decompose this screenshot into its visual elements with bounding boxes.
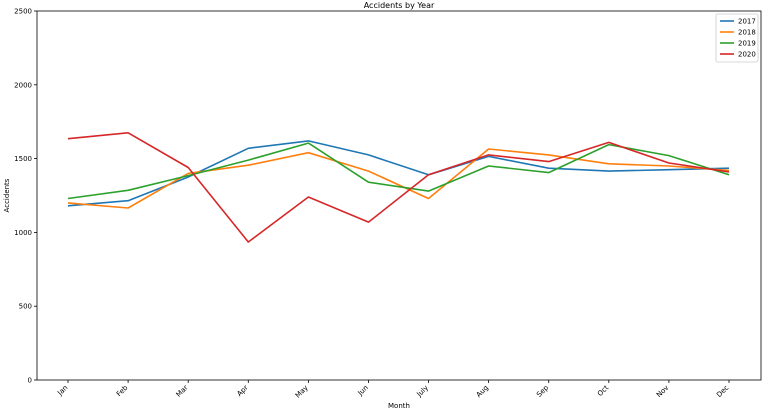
x-tick-label: Mar	[175, 384, 190, 399]
y-axis-title: Accidents	[3, 178, 11, 212]
x-tick-label: Dec	[715, 384, 730, 399]
y-tick-label: 2000	[14, 81, 32, 89]
x-tick-label: Aug	[475, 384, 490, 399]
y-tick-label: 2500	[14, 8, 32, 16]
legend-label-2017: 2017	[738, 18, 756, 26]
x-tick-label: Apr	[235, 384, 249, 398]
x-tick-label: Nov	[655, 384, 670, 399]
y-tick-label: 0	[28, 377, 32, 385]
y-tick-label: 1000	[14, 229, 32, 237]
series-line-2017	[67, 140, 730, 207]
x-tick-label: Sep	[535, 383, 550, 398]
x-tick-label: May	[294, 384, 310, 400]
series-line-2020	[67, 132, 730, 243]
x-axis-ticks: Jan Feb Mar Apr May Jun July Aug Sep Oct Nov Dec	[55, 380, 731, 400]
series-lines	[67, 132, 730, 243]
legend-box	[715, 13, 759, 63]
x-axis-title: Month	[388, 402, 410, 410]
x-tick-label: July	[415, 384, 430, 399]
plot-area-frame	[36, 10, 762, 381]
legend: 2017 2018 2019 2020	[715, 13, 759, 63]
chart-title: Accidents by Year	[364, 1, 435, 10]
legend-label-2019: 2019	[738, 40, 756, 48]
x-tick-label: Jan	[55, 384, 69, 398]
legend-label-2020: 2020	[738, 51, 756, 59]
x-tick-label: Feb	[115, 383, 130, 398]
x-tick-label: Oct	[596, 384, 610, 398]
y-tick-label: 500	[19, 303, 32, 311]
y-tick-label: 1500	[14, 155, 32, 163]
x-tick-label: Jun	[356, 384, 370, 398]
legend-label-2018: 2018	[738, 29, 756, 37]
series-line-2018	[67, 148, 730, 209]
y-axis-ticks: 0 500 1000 1500 2000 2500	[14, 8, 37, 385]
